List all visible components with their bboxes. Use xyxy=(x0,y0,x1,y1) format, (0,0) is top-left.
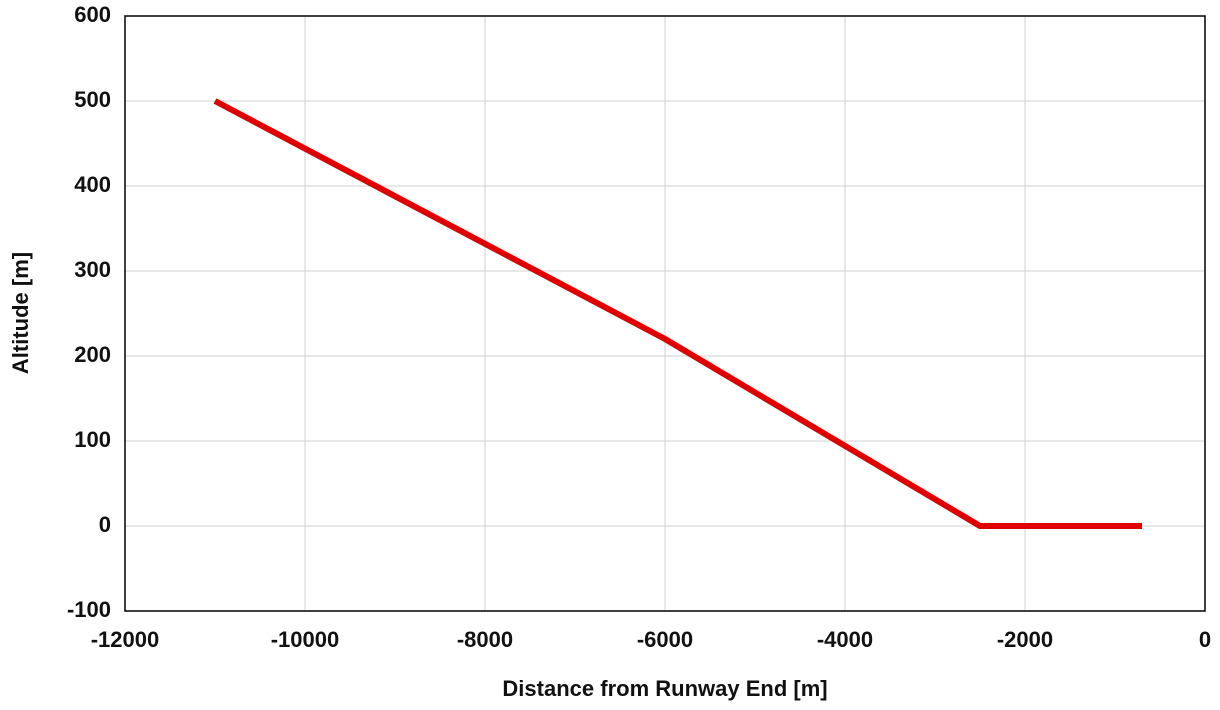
y-axis-label: Altitude [m] xyxy=(8,252,33,374)
x-tick-label: -4000 xyxy=(817,627,873,652)
y-tick-label: 200 xyxy=(74,342,111,367)
plot-frame xyxy=(124,15,1206,612)
y-tick-label: 600 xyxy=(74,2,111,27)
x-tick-label: -8000 xyxy=(457,627,513,652)
y-tick-label: 400 xyxy=(74,172,111,197)
y-tick-label: -100 xyxy=(67,597,111,622)
x-tick-label: -2000 xyxy=(997,627,1053,652)
data-line xyxy=(213,98,1142,529)
x-tick-label: -6000 xyxy=(637,627,693,652)
x-tick-label: -12000 xyxy=(91,627,160,652)
y-tick-label: 500 xyxy=(74,87,111,112)
y-tick-label: 300 xyxy=(74,257,111,282)
x-tick-label: -10000 xyxy=(271,627,340,652)
y-tick-label: 100 xyxy=(74,427,111,452)
y-tick-label: 0 xyxy=(99,512,111,537)
x-tick-label: 0 xyxy=(1199,627,1211,652)
x-axis-label: Distance from Runway End [m] xyxy=(502,676,827,701)
